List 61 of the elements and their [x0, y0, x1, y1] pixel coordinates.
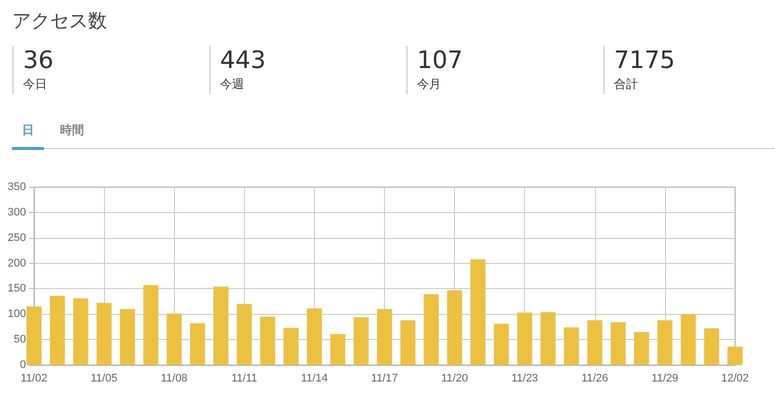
x-tick-label: 11/02	[20, 372, 48, 384]
text: 日	[12, 122, 44, 150]
bar	[26, 306, 42, 365]
bar	[540, 312, 556, 365]
y-tick-label: 250	[8, 232, 26, 244]
bar	[143, 285, 158, 365]
x-tick-label: 11/14	[301, 372, 328, 384]
text: 36	[23, 46, 54, 74]
bar	[166, 314, 182, 365]
bar	[680, 314, 696, 365]
text: 443	[220, 46, 266, 74]
x-tick-label: 11/29	[652, 372, 678, 384]
bar	[190, 323, 206, 365]
bar	[306, 308, 322, 365]
y-tick-label: 200	[8, 257, 26, 270]
text: 今週	[220, 76, 245, 93]
y-tick-label: 0	[20, 359, 26, 371]
bar	[564, 327, 579, 365]
x-tick-label: 11/05	[90, 372, 118, 384]
text: 今日	[23, 76, 48, 93]
x-tick-label: 11/08	[160, 372, 188, 384]
y-tick-label: 350	[8, 181, 26, 193]
y-tick-label: 150	[8, 282, 26, 295]
bar	[96, 302, 112, 365]
text: 今月	[417, 76, 442, 93]
y-tick-label: 100	[8, 308, 26, 320]
y-tick-label: 50	[14, 334, 26, 346]
bar	[377, 309, 392, 365]
x-tick-label: 11/20	[441, 372, 468, 384]
bar	[704, 328, 720, 365]
bar	[284, 328, 299, 365]
bar	[517, 312, 532, 365]
text: 7175	[614, 46, 676, 74]
x-tick-label: 12/02	[721, 372, 749, 384]
bar	[470, 259, 486, 365]
bar	[728, 346, 742, 365]
text: 107	[417, 46, 463, 74]
bar	[400, 320, 416, 365]
bar	[330, 334, 346, 365]
bar	[120, 309, 135, 365]
bar	[587, 320, 602, 365]
bar	[634, 332, 650, 365]
bar	[424, 294, 439, 365]
x-tick-label: 11/11	[231, 372, 258, 384]
x-tick-label: 11/23	[511, 372, 538, 384]
text: 時間	[59, 122, 85, 139]
bar	[50, 296, 65, 365]
bar	[657, 320, 672, 365]
bar	[213, 286, 228, 365]
bar	[73, 298, 88, 365]
bar	[494, 324, 509, 365]
bar	[447, 290, 462, 365]
bar	[236, 304, 252, 365]
bar	[354, 317, 369, 365]
bar	[610, 322, 626, 365]
chart-title: アクセス数	[12, 9, 107, 34]
text: 合計	[614, 76, 639, 93]
x-tick-label: 11/17	[371, 372, 398, 384]
y-tick-label: 300	[8, 206, 26, 218]
x-tick-label: 11/26	[581, 372, 608, 384]
bar	[260, 316, 276, 365]
